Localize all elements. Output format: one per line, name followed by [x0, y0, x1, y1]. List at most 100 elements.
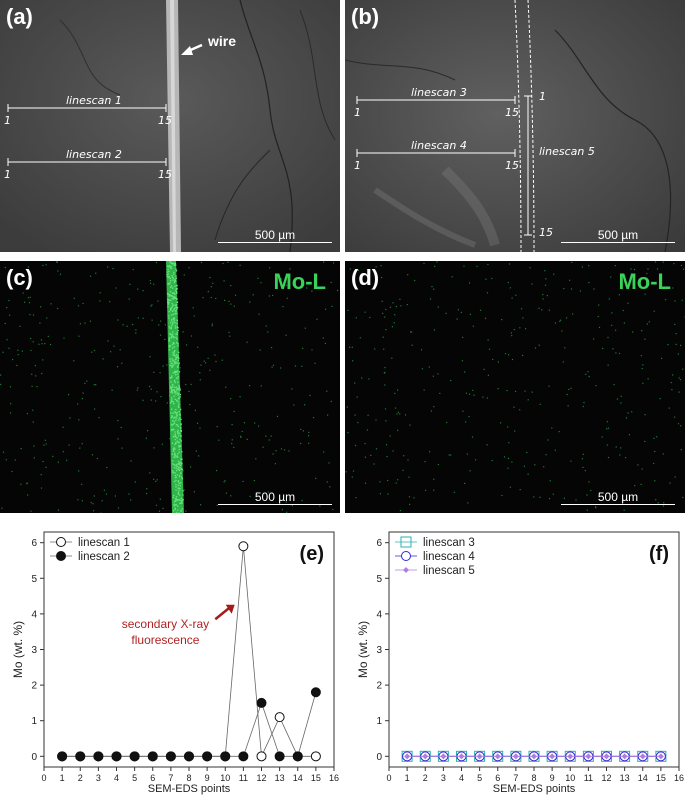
wire-dot	[173, 505, 176, 507]
noise-dot	[677, 423, 680, 425]
wire-dot	[178, 432, 181, 434]
wire-dot	[171, 275, 173, 277]
noise-dot	[345, 471, 347, 473]
noise-dot	[231, 443, 233, 445]
noise-dot	[648, 321, 650, 323]
noise-dot	[199, 372, 201, 374]
noise-dot	[451, 276, 453, 278]
noise-dot	[28, 302, 31, 304]
noise-dot	[92, 503, 94, 505]
wire-dot	[176, 304, 178, 306]
wire-dot	[169, 377, 172, 379]
noise-dot	[554, 322, 557, 324]
noise-dot	[439, 392, 441, 394]
noise-dot	[242, 480, 244, 482]
noise-dot	[19, 325, 21, 327]
noise-dot	[45, 443, 47, 445]
noise-dot	[81, 398, 83, 400]
data-point	[512, 753, 519, 760]
noise-dot	[630, 268, 632, 270]
wire-dot	[172, 277, 175, 279]
noise-dot	[218, 439, 220, 441]
noise-dot	[566, 393, 568, 396]
noise-dot	[525, 328, 527, 330]
noise-dot	[280, 278, 282, 280]
noise-dot	[644, 440, 646, 442]
noise-dot	[122, 324, 124, 326]
noise-dot	[369, 316, 371, 319]
scale-bar-c-text: 500 µm	[254, 490, 296, 504]
noise-dot	[507, 457, 510, 459]
noise-dot	[258, 425, 260, 427]
wire-dot	[168, 310, 170, 313]
noise-dot	[543, 466, 545, 468]
noise-dot	[8, 299, 10, 302]
scale-bar-a: 500 µm	[218, 228, 332, 243]
noise-dot	[267, 331, 269, 333]
noise-dot	[548, 498, 551, 500]
noise-dot	[200, 504, 202, 506]
wire-dot	[167, 266, 170, 268]
noise-dot	[598, 326, 601, 328]
wire-dot	[177, 357, 180, 359]
wire-dot	[175, 469, 178, 472]
noise-dot	[680, 344, 682, 346]
noise-dot	[185, 510, 187, 512]
wire-dot	[171, 334, 173, 336]
element-label-c: Mo-L	[273, 269, 326, 294]
sem-texture-b	[345, 0, 685, 252]
noise-dot	[656, 268, 659, 270]
noise-dot	[625, 457, 627, 459]
noise-dot	[585, 373, 587, 375]
noise-dot	[115, 287, 117, 289]
series-line	[62, 692, 317, 757]
noise-dot	[593, 288, 595, 290]
noise-dot	[641, 368, 643, 370]
noise-dot	[209, 369, 211, 371]
noise-dot	[153, 283, 155, 285]
wire-dot	[177, 484, 179, 486]
noise-dot	[469, 313, 471, 315]
wire-dot	[171, 362, 173, 365]
noise-dot	[433, 329, 436, 331]
y-axis-label: Mo (wt. %)	[356, 621, 370, 678]
noise-dot	[492, 358, 494, 360]
noise-dot	[607, 456, 610, 459]
noise-dot	[384, 367, 386, 369]
wire-dot	[177, 441, 179, 443]
noise-dot	[324, 342, 326, 345]
noise-dot	[487, 339, 489, 341]
noise-dot	[210, 286, 212, 288]
noise-dot	[641, 468, 643, 470]
wire-dot	[176, 392, 179, 394]
wire-dot	[174, 304, 176, 306]
y-tick-label: 4	[376, 609, 382, 620]
wire-dot	[174, 262, 177, 265]
panel-label-c: (c)	[6, 265, 33, 290]
noise-dot	[432, 375, 434, 377]
wire-dot	[174, 359, 176, 361]
series-line	[62, 546, 316, 758]
noise-dot	[450, 454, 452, 456]
wire-dot	[177, 355, 179, 357]
linescan1-label: linescan 1	[66, 94, 122, 107]
noise-dot	[259, 349, 261, 351]
noise-dot	[615, 446, 617, 448]
noise-dot	[268, 295, 270, 297]
noise-dot	[653, 462, 655, 464]
noise-dot	[81, 483, 83, 485]
wire-dot	[177, 429, 179, 432]
noise-dot	[682, 368, 684, 370]
noise-dot	[610, 276, 612, 278]
noise-dot	[623, 509, 625, 511]
noise-dot	[614, 265, 616, 267]
wire-dot	[173, 309, 175, 311]
wire-dot	[171, 365, 173, 367]
wire-dot	[178, 386, 181, 388]
wire-dot	[175, 270, 178, 272]
noise-dot	[642, 382, 644, 384]
noise-dot	[32, 409, 34, 411]
noise-dot	[106, 466, 108, 469]
noise-dot	[77, 305, 80, 307]
wire-dot	[170, 390, 173, 393]
